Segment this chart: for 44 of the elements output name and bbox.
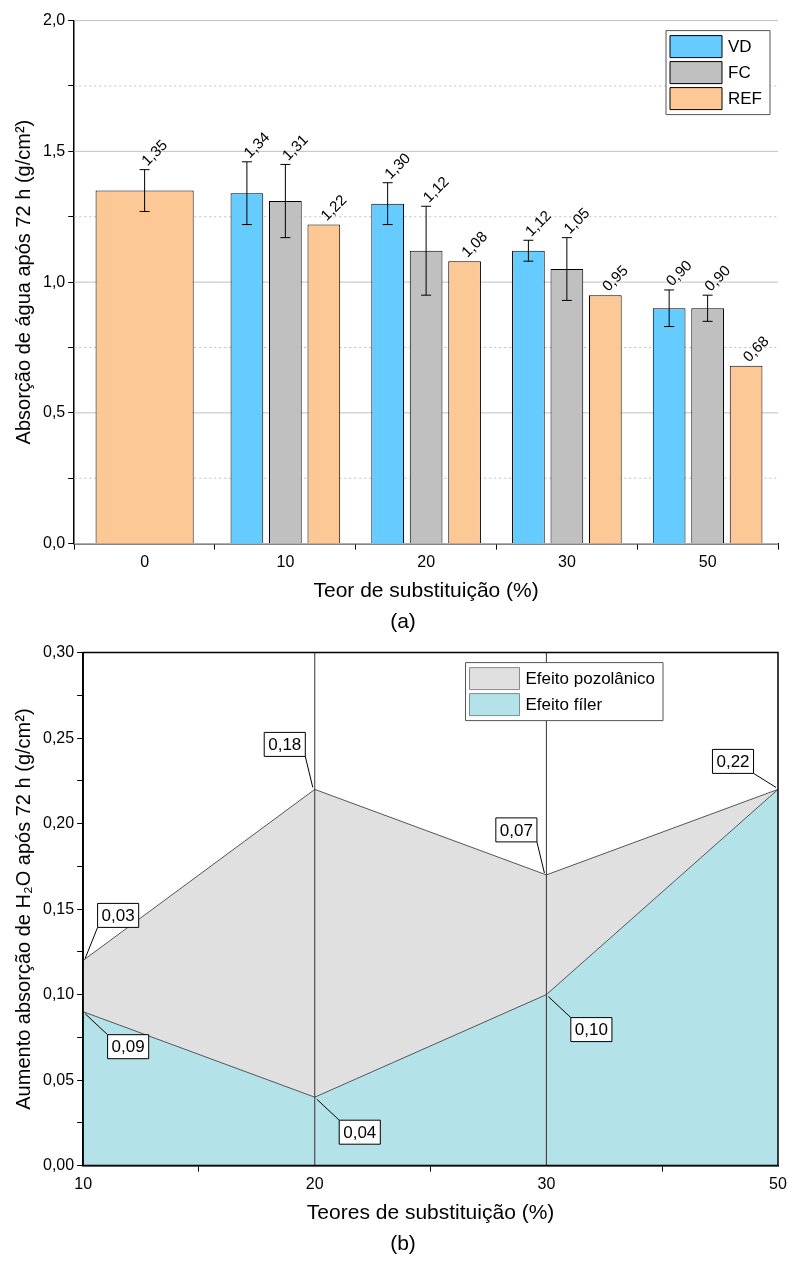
annotation: 0,04 — [343, 1122, 377, 1142]
y-tick-label: 0,30 — [43, 643, 75, 661]
data-label: 1,12 — [521, 206, 555, 240]
y-tick-label: 0,00 — [43, 1156, 75, 1174]
x-tick-label: 20 — [417, 552, 436, 570]
y-tick-label: 0,10 — [43, 985, 75, 1003]
x-axis-title: Teor de substituição (%) — [313, 578, 539, 602]
x-tick-label: 30 — [557, 552, 576, 570]
y-tick-label: 1,5 — [42, 141, 66, 159]
x-tick-label: 20 — [305, 1174, 324, 1192]
annotation: 0,07 — [499, 820, 533, 840]
text: (b) — [389, 1230, 417, 1256]
x-tick-label: 50 — [769, 1174, 787, 1192]
legend-label: Efeito pozolânico — [525, 669, 656, 689]
y-tick-label: 2,0 — [42, 11, 66, 29]
y-tick-label: 0,5 — [42, 403, 66, 421]
annotation: 0,09 — [111, 1037, 145, 1057]
text: (a) — [389, 608, 417, 634]
y-axis-title: Aumento absorção de H₂O após 72 h (g/cm²) — [11, 708, 34, 1110]
x-tick-label: 30 — [537, 1174, 556, 1192]
y-tick-label: 0,25 — [43, 728, 75, 746]
x-axis-title: Teores de substituição (%) — [306, 1200, 555, 1224]
x-tick-label: 10 — [74, 1174, 93, 1192]
legend-label: VD — [728, 37, 752, 57]
y-tick-label: 0,20 — [43, 814, 75, 832]
x-tick-label: 50 — [698, 552, 717, 570]
legend-label: REF — [728, 89, 762, 109]
annotation: 0,10 — [574, 1020, 608, 1040]
annotation: 0,22 — [716, 752, 750, 772]
data-label: 0,68 — [739, 332, 772, 365]
x-tick-label: 0 — [140, 552, 150, 570]
annotation: 0,03 — [101, 906, 135, 926]
y-tick-label: 1,0 — [42, 272, 66, 290]
data-label: 0,90 — [700, 261, 734, 295]
annotation: 0,18 — [268, 735, 302, 755]
y-tick-label: 0,05 — [43, 1070, 75, 1088]
y-tick-label: 0,0 — [42, 534, 66, 552]
data-label: 0,90 — [662, 256, 695, 289]
data-label: 1,31 — [278, 130, 312, 164]
y-tick-label: 0,15 — [43, 899, 75, 917]
legend-label: Efeito fíler — [525, 695, 603, 715]
y-axis-title: Absorção de água após 72 h (g/cm²) — [11, 119, 34, 445]
x-tick-label: 10 — [276, 552, 295, 570]
legend-label: FC — [728, 63, 751, 83]
